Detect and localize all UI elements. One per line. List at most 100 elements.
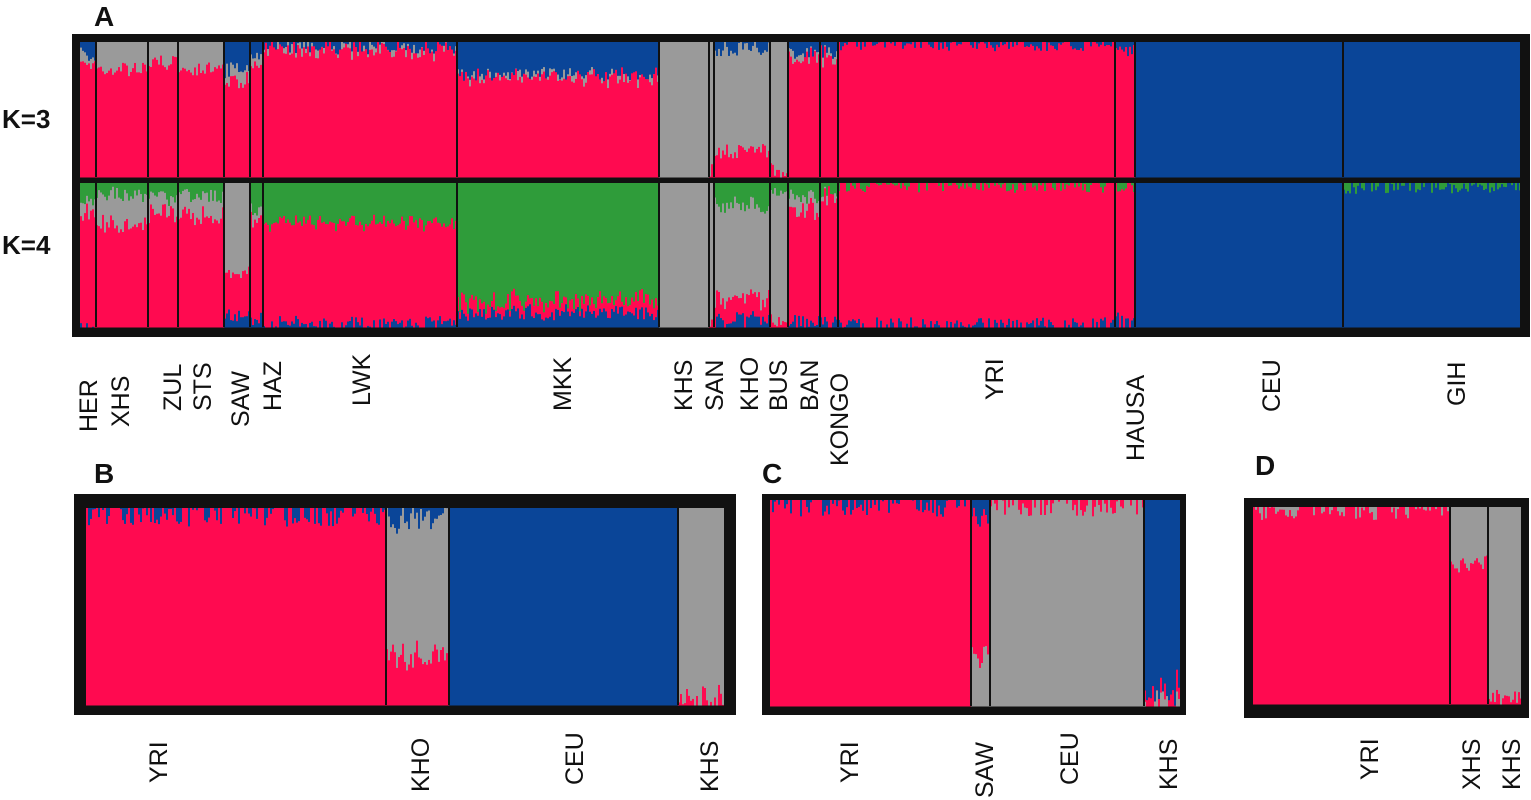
pop-label-haz: HAZ	[259, 361, 287, 411]
k3-xhs-seg	[126, 42, 128, 67]
k4-lwk-seg	[453, 229, 455, 321]
k3-yri-seg	[956, 42, 958, 46]
k3-mkk-seg	[463, 42, 465, 82]
k3-her-seg	[88, 63, 90, 178]
k4-mkk-seg	[619, 291, 621, 308]
k4-xhs-seg	[104, 196, 106, 234]
c-yri-seg	[822, 500, 824, 517]
k4-lwk-seg	[353, 183, 355, 217]
d-khs-seg	[1506, 695, 1508, 705]
k3-mkk-seg	[623, 82, 625, 178]
k4-zul-seg	[164, 183, 166, 194]
k4-mkk-seg	[465, 183, 467, 303]
k3-yri-seg	[992, 47, 994, 178]
k4-gih-seg	[1439, 183, 1441, 191]
k3-ceu-seg	[1155, 42, 1157, 178]
k3-yri-seg	[862, 42, 864, 178]
k4-lwk-seg	[351, 215, 353, 318]
k4-ban-seg	[806, 203, 808, 212]
c-ceu-seg	[1058, 501, 1060, 707]
k3-sts-seg	[194, 42, 196, 68]
k4-kho-seg	[722, 298, 724, 321]
k4-zul-seg	[170, 206, 172, 328]
c-yri-seg	[806, 506, 808, 707]
k4-lwk-seg	[305, 183, 307, 225]
k4-lwk-seg	[329, 221, 331, 325]
k3-sts-seg	[198, 42, 200, 65]
k3-mkk-seg	[495, 72, 497, 78]
k4-ceu-seg	[1209, 183, 1211, 328]
k3-kongo-seg	[822, 42, 824, 59]
k4-lwk-seg	[441, 183, 443, 228]
k3-mkk-seg	[607, 79, 609, 89]
k4-khs-seg	[679, 183, 681, 328]
d-yri-seg	[1341, 512, 1343, 705]
k3-yri-seg	[994, 51, 996, 178]
separator-a	[708, 42, 710, 177]
k4-ceu-seg	[1313, 183, 1315, 328]
c-ceu-seg	[1120, 500, 1122, 508]
k3-kongo-seg	[826, 52, 828, 59]
k3-sts-seg	[188, 69, 190, 178]
k4-mkk-seg	[653, 183, 655, 309]
d-yri-seg	[1283, 509, 1285, 705]
k4-lwk-seg	[359, 183, 361, 223]
k4-khs-seg	[695, 183, 697, 328]
k3-mkk-seg	[565, 79, 567, 178]
k3-lwk-seg	[299, 48, 301, 178]
k4-mkk-seg	[527, 306, 529, 328]
k3-sts-seg	[196, 75, 198, 178]
k3-kho-seg	[762, 144, 764, 178]
k4-mkk-seg	[629, 304, 631, 313]
b-yri-seg	[256, 508, 258, 520]
k3-ceu-seg	[1223, 42, 1225, 178]
pop-label-ceu: CEU	[1258, 359, 1286, 412]
k4-mkk-seg	[583, 317, 585, 328]
k3-gih-seg	[1479, 42, 1481, 178]
k4-ceu-seg	[1273, 183, 1275, 328]
k4-ban-seg	[794, 207, 796, 316]
k3-ceu-seg	[1339, 42, 1341, 178]
c-yri-seg	[786, 504, 788, 707]
b-ceu-seg	[515, 508, 517, 706]
k3-lwk-seg	[363, 51, 365, 178]
c-yri-seg	[932, 512, 934, 707]
k3-yri-seg	[1074, 42, 1076, 49]
k3-lwk-seg	[341, 49, 343, 178]
separator-a	[249, 42, 251, 177]
k4-yri-seg	[960, 322, 962, 328]
k3-xhs-seg	[132, 42, 134, 69]
k4-lwk-seg	[363, 231, 365, 328]
k3-mkk-seg	[491, 42, 493, 81]
k4-kho-seg	[766, 298, 768, 324]
k3-ceu-seg	[1165, 42, 1167, 178]
c-ceu-seg	[1026, 508, 1028, 707]
b-ceu-seg	[561, 508, 563, 706]
c-yri-seg	[806, 500, 808, 508]
k3-yri-seg	[1000, 42, 1002, 178]
c-ceu-seg	[1094, 506, 1096, 707]
b-yri-seg	[204, 508, 206, 521]
k3-kongo-seg	[834, 42, 836, 58]
k3-ceu-seg	[1331, 42, 1333, 178]
k4-saw-seg	[236, 274, 238, 322]
k4-haz-seg	[256, 222, 258, 321]
k3-yri-seg	[890, 43, 892, 178]
k3-mkk-seg	[643, 76, 645, 178]
k3-lwk-seg	[343, 42, 345, 44]
k3-lwk-seg	[403, 42, 405, 44]
k4-yri-seg	[1044, 191, 1046, 327]
b-yri-seg	[156, 508, 158, 521]
k4-mkk-seg	[485, 319, 487, 328]
k4-mkk-seg	[541, 319, 543, 328]
k3-mkk-seg	[627, 76, 629, 84]
k3-saw-seg	[238, 88, 240, 178]
k4-saw-seg	[232, 183, 234, 274]
k3-ceu-seg	[1167, 42, 1169, 178]
k4-yri-seg	[1070, 183, 1072, 328]
k4-yri-seg	[974, 324, 976, 328]
k4-her-seg	[84, 213, 86, 328]
k4-yri-seg	[1108, 183, 1110, 328]
b-yri-seg	[210, 508, 212, 706]
b-yri-seg	[206, 522, 208, 706]
